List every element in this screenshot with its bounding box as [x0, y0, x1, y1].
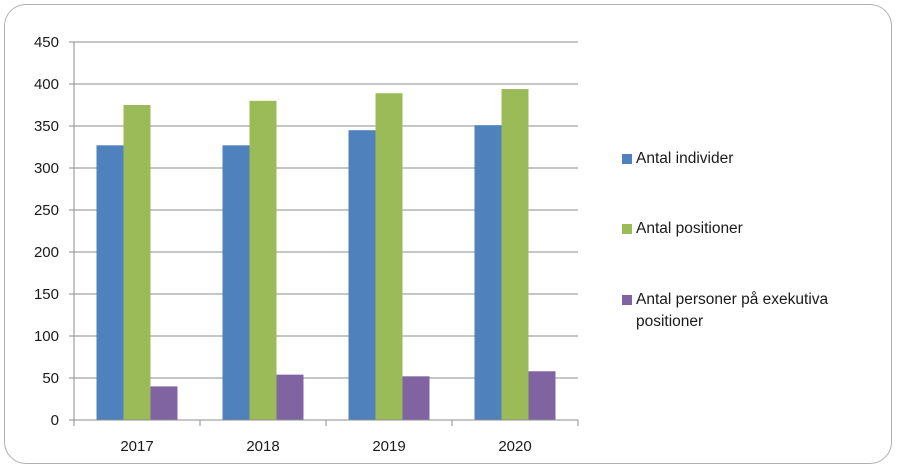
- x-tick-label-2019: 2019: [372, 438, 405, 455]
- x-tick-label-2017: 2017: [120, 438, 153, 455]
- legend-label: Antal individer: [636, 150, 734, 167]
- y-tick-label-350: 350: [34, 118, 59, 135]
- bar-2018-series-0: [222, 145, 250, 420]
- x-tick-label-2018: 2018: [246, 438, 279, 455]
- bar-2017-series-1: [123, 105, 151, 420]
- x-tick-label-2020: 2020: [498, 438, 531, 455]
- legend-swatch-exekutiva: [622, 295, 632, 305]
- bar-2019-series-0: [348, 130, 376, 420]
- bar-2020-series-2: [528, 371, 556, 420]
- y-tick-label-200: 200: [34, 244, 59, 261]
- bar-2017-series-0: [96, 145, 124, 420]
- legend-item-individer: Antal individer: [622, 148, 876, 170]
- bar-2020-series-1: [501, 89, 529, 420]
- legend-item-positioner: Antal positioner: [622, 218, 876, 240]
- bar-2019-series-1: [375, 93, 403, 421]
- y-tick-label-0: 0: [51, 412, 59, 429]
- legend-label: Antal personer på exekutiva positioner: [636, 291, 829, 330]
- y-tick-label-100: 100: [34, 328, 59, 345]
- axes: [73, 42, 579, 426]
- y-tick-labels: 0 50 100 150 200 250 300 350 400 450: [34, 34, 59, 429]
- legend-swatch-individer: [622, 154, 632, 164]
- bar-2020-series-0: [474, 125, 502, 420]
- bar-2018-series-1: [249, 100, 277, 421]
- legend-label: Antal positioner: [636, 220, 743, 237]
- bars: [96, 89, 556, 421]
- bar-2018-series-2: [276, 374, 304, 420]
- x-tick-labels: 2017 2018 2019 2020: [120, 438, 531, 455]
- y-tick-label-450: 450: [34, 34, 59, 51]
- legend-swatch-positioner: [622, 224, 632, 234]
- y-tick-label-250: 250: [34, 202, 59, 219]
- legend-item-exekutiva: Antal personer på exekutiva positioner: [622, 289, 876, 333]
- y-tick-label-50: 50: [42, 370, 59, 387]
- y-tick-label-400: 400: [34, 76, 59, 93]
- y-tick-label-300: 300: [34, 160, 59, 177]
- bar-2017-series-2: [150, 386, 178, 420]
- bar-2019-series-2: [402, 376, 430, 420]
- y-tick-label-150: 150: [34, 286, 59, 303]
